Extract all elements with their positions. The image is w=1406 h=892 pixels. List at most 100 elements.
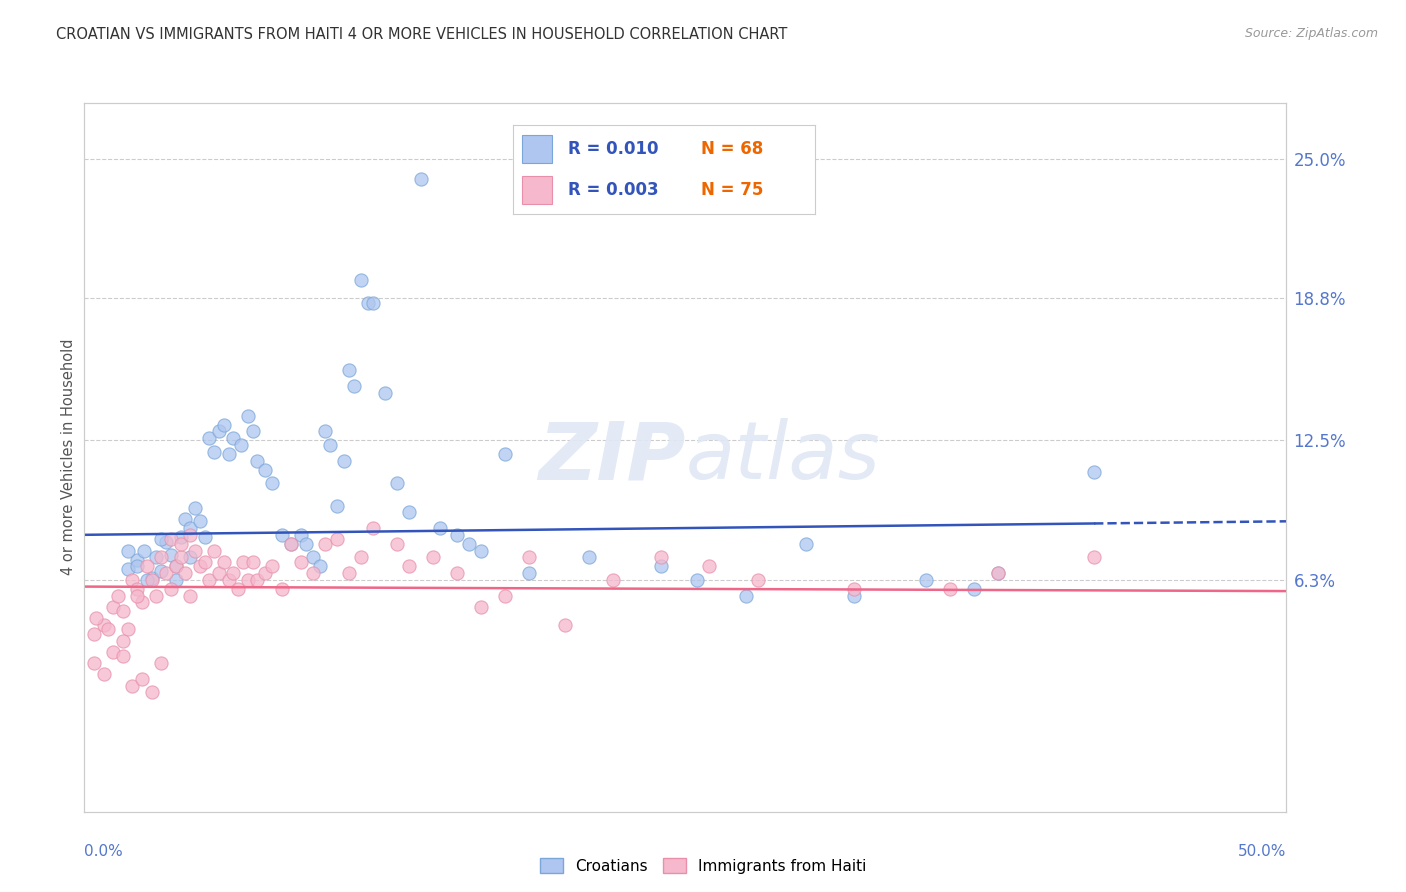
Point <box>747 573 769 587</box>
Point <box>103 599 125 614</box>
Point <box>127 582 149 596</box>
Point <box>842 582 865 596</box>
Point <box>470 599 492 614</box>
Point <box>517 550 540 565</box>
Point <box>111 633 134 648</box>
Point <box>165 573 187 587</box>
Point <box>374 386 396 401</box>
Point <box>270 528 292 542</box>
Point <box>686 573 709 587</box>
Point <box>131 672 153 686</box>
Point <box>734 589 756 603</box>
Point <box>939 582 962 596</box>
Y-axis label: 4 or more Vehicles in Household: 4 or more Vehicles in Household <box>60 339 76 575</box>
Point <box>314 424 336 438</box>
Point <box>253 462 276 476</box>
Point <box>174 566 197 580</box>
Point <box>398 505 420 519</box>
Point <box>458 537 481 551</box>
Point <box>141 573 163 587</box>
Point <box>253 566 276 580</box>
Point <box>179 550 201 565</box>
Point <box>212 417 235 432</box>
Point <box>337 566 360 580</box>
Point <box>150 656 173 670</box>
Point <box>222 566 245 580</box>
Point <box>198 573 221 587</box>
Point <box>446 528 468 542</box>
Point <box>188 559 211 574</box>
Point <box>117 543 139 558</box>
Point <box>212 555 235 569</box>
Point <box>1083 550 1105 565</box>
Point <box>350 550 373 565</box>
Point <box>107 589 129 603</box>
Point <box>103 645 125 659</box>
Bar <box>522 135 553 163</box>
Point <box>357 296 380 310</box>
Point <box>194 555 217 569</box>
Point <box>246 573 269 587</box>
Point <box>165 559 187 574</box>
Text: 50.0%: 50.0% <box>1239 845 1286 859</box>
Point <box>494 589 516 603</box>
Point <box>150 564 173 578</box>
Point <box>1083 465 1105 479</box>
Text: R = 0.010: R = 0.010 <box>568 140 658 158</box>
Point <box>309 559 332 574</box>
Point <box>794 537 817 551</box>
Point <box>135 573 157 587</box>
Point <box>361 296 384 310</box>
Point <box>326 533 349 547</box>
Point <box>111 604 134 618</box>
Text: ZIP: ZIP <box>538 418 686 496</box>
Point <box>602 573 624 587</box>
Point <box>174 512 197 526</box>
Point <box>361 521 384 535</box>
Point <box>333 453 356 467</box>
Point <box>184 543 207 558</box>
Point <box>135 559 157 574</box>
Point <box>470 543 492 558</box>
Point <box>314 537 336 551</box>
Point <box>429 521 451 535</box>
Point <box>290 528 312 542</box>
Point <box>93 667 115 681</box>
Point <box>398 559 420 574</box>
Point <box>117 623 139 637</box>
Point <box>218 573 240 587</box>
Bar <box>522 176 553 204</box>
Point <box>111 649 134 664</box>
Point <box>650 559 672 574</box>
Point <box>326 499 349 513</box>
Point <box>350 273 373 287</box>
Point <box>127 559 149 574</box>
Point <box>208 566 231 580</box>
Text: N = 75: N = 75 <box>700 181 763 199</box>
Point <box>155 534 177 549</box>
Point <box>194 530 217 544</box>
Point <box>650 550 672 565</box>
Point <box>155 566 177 580</box>
Point <box>86 611 108 625</box>
Point <box>188 514 211 528</box>
Point <box>179 589 201 603</box>
Point <box>160 548 183 562</box>
Point <box>385 537 408 551</box>
Point <box>169 550 191 565</box>
Legend: Croatians, Immigrants from Haiti: Croatians, Immigrants from Haiti <box>534 852 872 880</box>
Point <box>270 582 292 596</box>
Point <box>150 533 173 547</box>
Point <box>117 561 139 575</box>
Point <box>202 444 225 458</box>
Point <box>236 573 259 587</box>
Point <box>337 363 360 377</box>
Point <box>409 172 432 186</box>
Point <box>343 379 366 393</box>
Point <box>208 424 231 438</box>
Point <box>184 500 207 515</box>
Point <box>229 438 252 452</box>
Point <box>169 537 191 551</box>
Point <box>290 555 312 569</box>
Point <box>294 537 316 551</box>
